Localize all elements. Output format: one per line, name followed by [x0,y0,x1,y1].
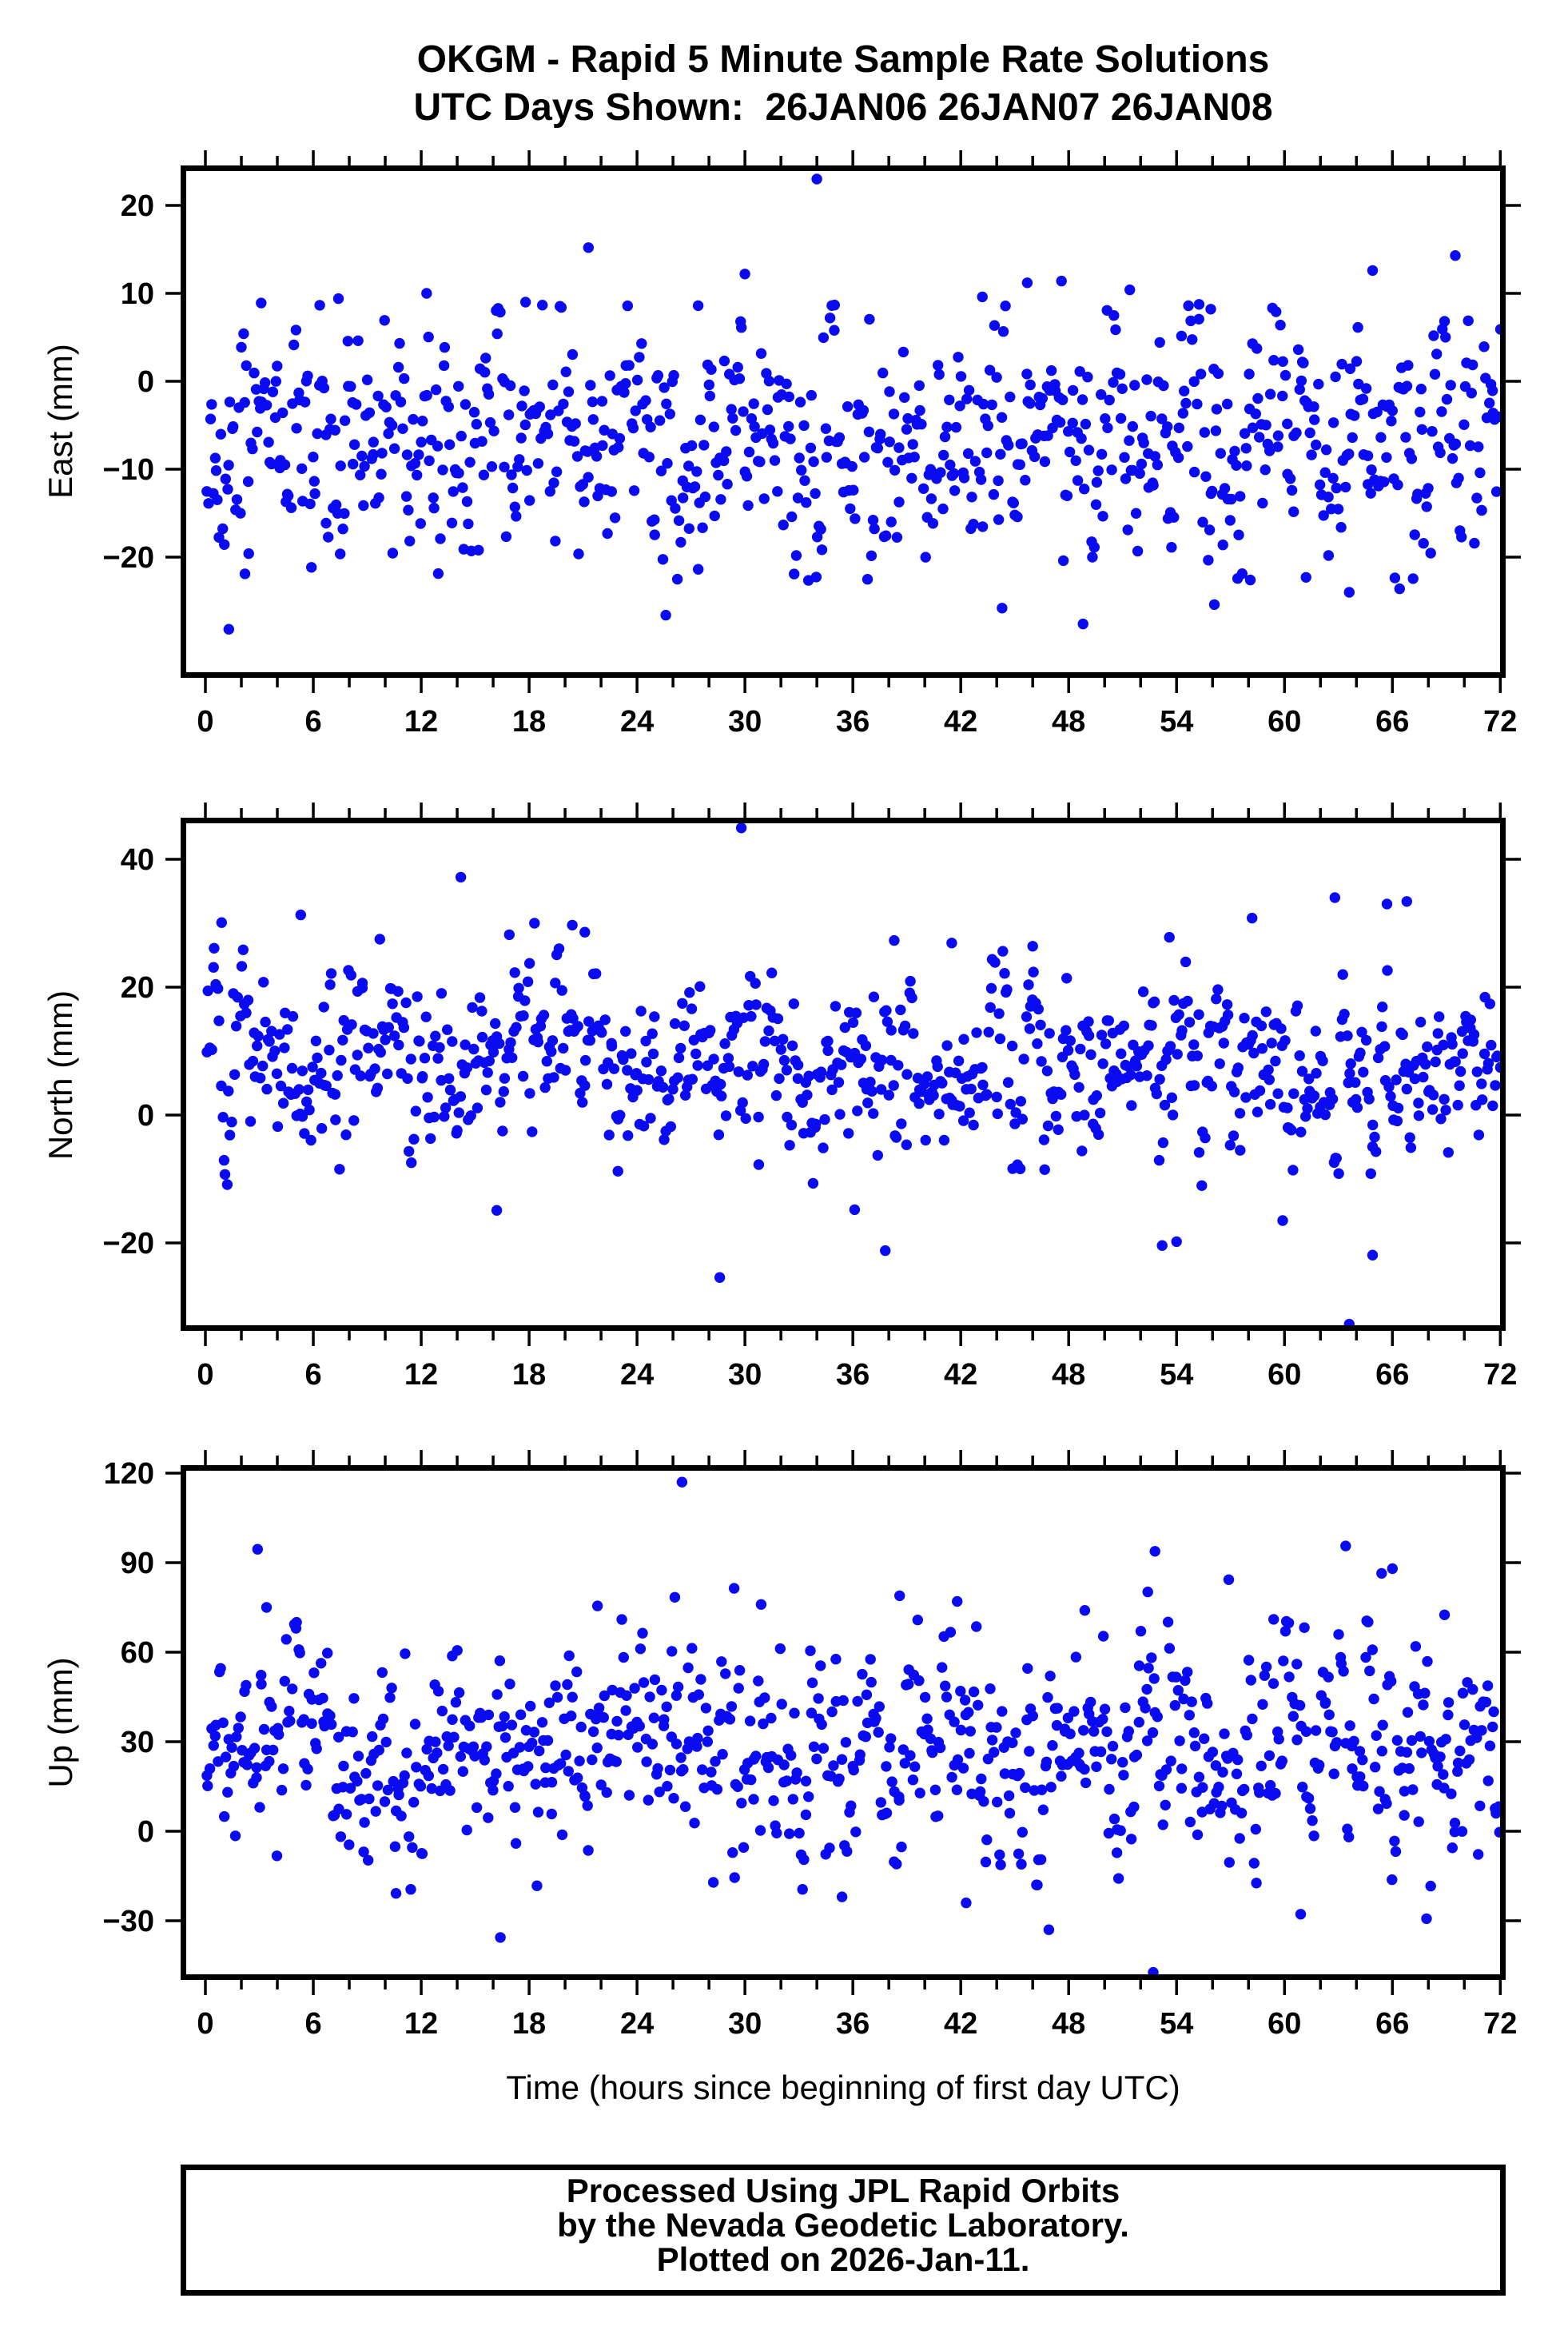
x-tick-label: 72 [1483,2007,1517,2041]
y-tick-label: −20 [103,1227,154,1261]
x-tick-label: 6 [304,705,321,739]
x-tick-label: 42 [944,705,977,739]
footer-line2: by the Nevada Geodetic Laboratory. [557,2206,1129,2244]
x-tick-label: 36 [836,1358,870,1392]
x-tick-label: 66 [1375,1358,1409,1392]
x-tick-label: 6 [304,1358,321,1392]
footer-box: Processed Using JPL Rapid Orbits by the … [181,2165,1506,2296]
x-tick-label: 12 [404,1358,438,1392]
x-tick-label: 54 [1160,2007,1193,2041]
y-tick-label: 40 [121,843,154,877]
north-panel: 0 6 12 18 24 30 36 42 48 54 60 66 72 40 20 0 −20 [103,803,1521,1392]
time-axis-label: Time (hours since beginning of first day… [506,2069,1180,2106]
y-tick-label: 0 [137,1099,154,1133]
x-tick-label: 6 [304,2007,321,2041]
x-tick-label: 24 [620,705,654,739]
footer-line1: Processed Using JPL Rapid Orbits [566,2172,1120,2209]
x-tick-label: 30 [728,1358,762,1392]
east-points [201,173,1500,635]
x-tick-label: 24 [620,2007,654,2041]
x-tick-label: 0 [197,705,213,739]
north-frame [181,818,1506,1331]
y-tick-label: 120 [104,1457,154,1491]
x-tick-label: 60 [1268,2007,1301,2041]
x-tick-label: 0 [197,2007,213,2041]
x-tick-label: 72 [1483,705,1517,739]
y-tick-label: 0 [137,1815,154,1849]
y-tick-label: 30 [121,1726,154,1759]
y-tick-label: −20 [103,541,154,575]
x-tick-label: 66 [1375,705,1409,739]
x-tick-label: 12 [404,705,438,739]
x-tick-label: 60 [1268,1358,1301,1392]
y-tick-label: 20 [121,189,154,223]
up-panel: 0 6 12 18 24 30 36 42 48 54 60 66 72 120 90 60 30 0 −30 [103,1450,1521,2041]
up-axis-label: Up (mm) [42,1657,79,1788]
x-tick-label: 30 [728,2007,762,2041]
plot-title-line1: OKGM - Rapid 5 Minute Sample Rate Soluti… [416,38,1270,81]
y-tick-label: 20 [121,971,154,1005]
plot-title-line2: UTC Days Shown: 26JAN06 26JAN07 26JAN08 [413,86,1273,129]
x-tick-label: 54 [1160,1358,1193,1392]
x-tick-label: 60 [1268,705,1301,739]
x-tick-label: 18 [512,2007,546,2041]
x-tick-label: 54 [1160,705,1193,739]
x-tick-label: 36 [836,2007,870,2041]
north-axis-label: North (mm) [42,990,79,1161]
x-tick-label: 18 [512,705,546,739]
x-tick-label: 18 [512,1358,546,1392]
y-tick-label: −10 [103,453,154,487]
footer-line3: Plotted on 2026-Jan-11. [656,2240,1030,2278]
y-tick-label: 90 [121,1547,154,1580]
x-tick-label: 24 [620,1358,654,1392]
up-frame [181,1465,1506,1980]
up-points [201,1476,1500,1974]
y-tick-label: 60 [121,1636,154,1670]
x-tick-label: 48 [1052,1358,1085,1392]
x-tick-label: 42 [944,2007,977,2041]
x-tick-label: 30 [728,705,762,739]
x-tick-label: 0 [197,1358,213,1392]
y-tick-label: 0 [137,365,154,399]
east-axis-label: East (mm) [42,344,79,499]
x-tick-label: 12 [404,2007,438,2041]
x-tick-label: 72 [1483,1358,1517,1392]
east-frame [181,165,1506,678]
x-tick-label: 48 [1052,705,1085,739]
north-points [201,823,1500,1325]
x-tick-label: 36 [836,705,870,739]
x-tick-label: 42 [944,1358,977,1392]
y-tick-label: 10 [121,277,154,311]
east-panel: 0 6 12 18 24 30 36 42 48 54 60 66 72 20 10 0 −10 −20 [103,150,1521,739]
y-tick-label: −30 [103,1905,154,1938]
x-tick-label: 48 [1052,2007,1085,2041]
x-tick-label: 66 [1375,2007,1409,2041]
